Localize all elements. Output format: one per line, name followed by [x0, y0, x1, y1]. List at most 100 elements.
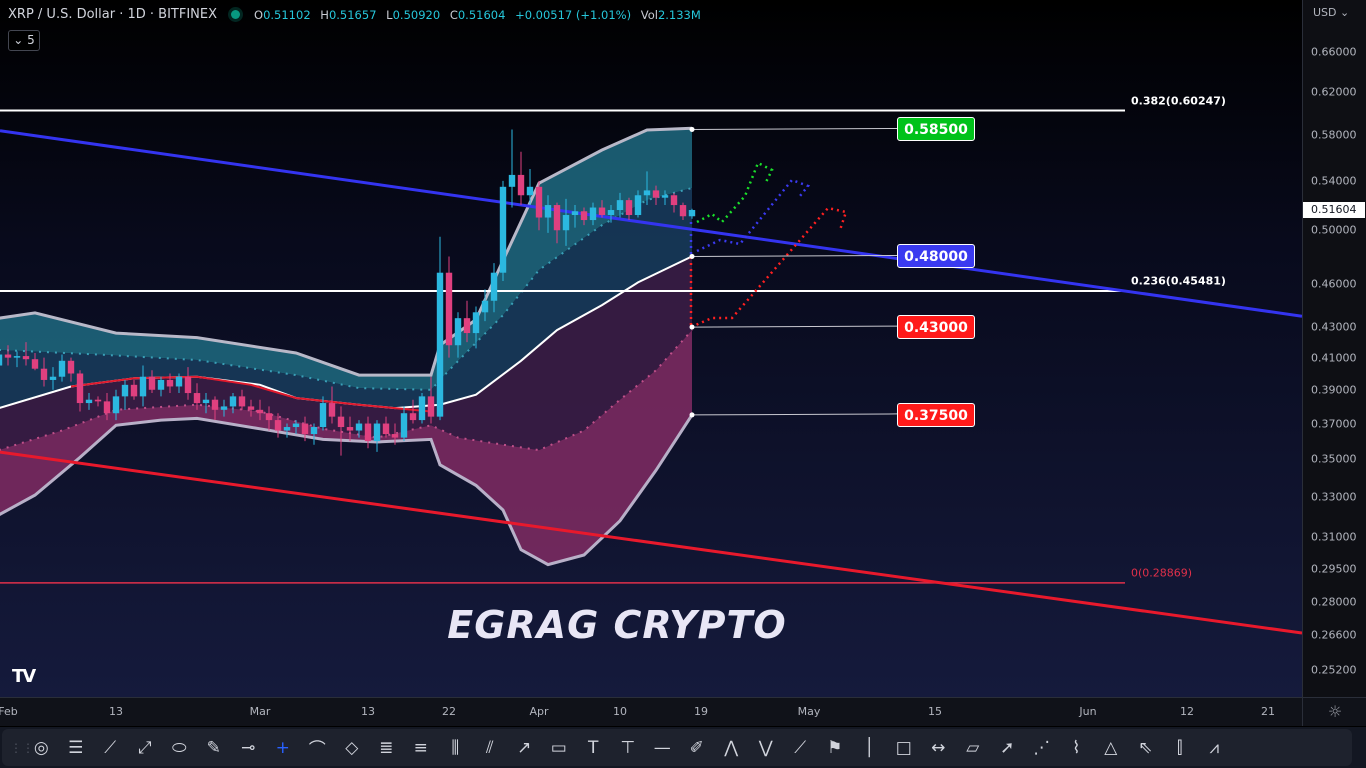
bars-pattern-icon[interactable]: ⫼: [451, 737, 460, 758]
candle-body: [292, 423, 300, 428]
extended-line-icon[interactable]: ⤢: [137, 737, 152, 758]
target-price-label[interactable]: 0.43000: [897, 315, 975, 340]
parallel-channel-icon[interactable]: ⫽: [485, 737, 494, 758]
candle: [328, 386, 336, 424]
brush-icon[interactable]: ✎: [206, 737, 221, 758]
price-tick: 0.50000: [1311, 223, 1357, 237]
fib-channel-icon[interactable]: ≣: [379, 737, 394, 758]
candle-body: [661, 195, 669, 198]
target-price-label[interactable]: 0.58500: [897, 117, 975, 142]
price-chart[interactable]: [0, 0, 1302, 697]
candle-body: [193, 393, 201, 404]
candle: [220, 399, 228, 417]
time-axis[interactable]: Feb 13 Mar 13 22 Apr 10 19 May 15 Jun 12 21: [0, 697, 1302, 726]
candle: [580, 207, 588, 226]
candle: [76, 370, 84, 412]
candle-body: [463, 318, 471, 334]
candle-body: [436, 272, 444, 417]
candle-body: [679, 205, 687, 217]
cursor-icon[interactable]: ⇖: [1138, 737, 1153, 758]
candle: [589, 202, 597, 226]
tradingview-logo[interactable]: TV: [12, 666, 36, 687]
settings-gear-icon[interactable]: ☼: [1302, 697, 1366, 726]
crosshair-icon[interactable]: +: [275, 737, 290, 758]
long-position-icon[interactable]: ⫿: [1177, 737, 1183, 758]
currency-selector[interactable]: USD ⌄: [1313, 6, 1350, 19]
price-tick: 0.46000: [1311, 277, 1357, 291]
upper-band-line: [0, 126, 693, 377]
candle-body: [346, 427, 354, 431]
rotated-rectangle-icon[interactable]: ◇: [345, 737, 359, 758]
candle: [229, 393, 237, 414]
triangle-icon[interactable]: △: [1104, 737, 1118, 758]
target-connectors: [689, 126, 898, 418]
symbol-title[interactable]: XRP / U.S. Dollar · 1D · BITFINEX: [8, 7, 218, 22]
candle-body: [562, 215, 570, 231]
candle: [238, 389, 246, 410]
ellipse-icon[interactable]: ⬭: [171, 737, 187, 758]
candle: [112, 389, 120, 421]
price-axis[interactable]: USD ⌄ 0.66000 0.62000 0.58000 0.54000 0.5000…: [1302, 0, 1366, 697]
trend-line-icon[interactable]: ⟋: [104, 737, 117, 758]
candle-body: [256, 409, 264, 414]
candle-body: [76, 373, 84, 404]
info-line-icon[interactable]: ⟋: [794, 737, 807, 758]
candle: [553, 202, 561, 244]
text-icon[interactable]: T: [588, 737, 599, 758]
vertical-line-icon[interactable]: │: [864, 737, 875, 758]
candle: [454, 312, 462, 358]
highlighter-icon[interactable]: ✐: [689, 737, 704, 758]
watermark-text: EGRAG CRYPTO: [447, 603, 787, 647]
candle-body: [580, 211, 588, 221]
drag-handle-icon[interactable]: ⋮⋮: [10, 740, 34, 755]
target-connector: [691, 325, 898, 328]
candle: [571, 205, 579, 228]
date-range-icon[interactable]: ↔: [931, 737, 946, 758]
candle: [346, 416, 354, 442]
candle: [130, 379, 138, 400]
candle-body: [364, 423, 372, 442]
callout-icon[interactable]: ▭: [550, 737, 567, 758]
fib-time-zone-icon[interactable]: ≡: [413, 737, 428, 758]
target-price-label[interactable]: 0.48000: [897, 244, 975, 269]
head-shoulders-icon[interactable]: ⩘: [1209, 737, 1220, 758]
rectangle-icon[interactable]: □: [895, 737, 912, 758]
path-icon[interactable]: ⌒: [308, 740, 326, 760]
candle-body: [373, 423, 381, 442]
drawings: [0, 109, 1302, 635]
candle: [463, 300, 471, 343]
time-tick: Mar: [249, 705, 271, 718]
flag-icon[interactable]: ⚑: [827, 737, 843, 758]
xabcd-icon[interactable]: ⌇: [1072, 737, 1081, 758]
candle-body: [418, 396, 426, 421]
candle: [355, 420, 363, 438]
candle-body: [112, 396, 120, 414]
elliott-correction-icon[interactable]: ⋁: [758, 737, 773, 758]
candle-body: [589, 207, 597, 221]
candle-body: [319, 403, 327, 428]
candle: [157, 376, 165, 397]
price-tick: 0.35000: [1311, 452, 1357, 466]
fib-retracement-icon[interactable]: ☰: [68, 737, 84, 758]
target-anchor: [689, 412, 695, 418]
arrow-marker-icon[interactable]: ➚: [1000, 737, 1015, 758]
drawing-toolbar: ⋮⋮ ◎ ☰ ⟋ ⤢ ⬭ ✎ ⊸ + ⌒ ◇ ≣ ≡ ⫼ ⫽ ↗ ▭ T ⊤ — ✐ ⋀ ⋁ ⟋ ⚑ │ □ ↔ ▱ ➚ ⋰ ⌇ △ ⇖ ⫿ ⩘: [0, 727, 1366, 768]
candle: [49, 367, 57, 390]
candle-body: [301, 423, 309, 435]
indicators-toggle-button[interactable]: ⌄ 5: [8, 30, 40, 51]
candles: [0, 129, 696, 456]
candle: [94, 396, 102, 407]
horizontal-line-icon[interactable]: —: [653, 737, 671, 758]
candle-body: [472, 312, 480, 334]
polyline-icon[interactable]: ▱: [966, 737, 980, 758]
target-price-label[interactable]: 0.37500: [897, 402, 975, 427]
arrow-icon[interactable]: ↗: [517, 737, 532, 758]
candle-body: [490, 272, 498, 301]
candle-body: [0, 354, 3, 366]
price-range-icon[interactable]: ⊤: [620, 737, 636, 758]
elliott-impulse-icon[interactable]: ⋀: [724, 737, 739, 758]
horizontal-ray-icon[interactable]: ⊸: [241, 737, 256, 758]
pitchfan-icon[interactable]: ⋰: [1033, 737, 1051, 758]
candle-body: [67, 360, 75, 374]
fib-spiral-icon[interactable]: ◎: [33, 737, 49, 758]
